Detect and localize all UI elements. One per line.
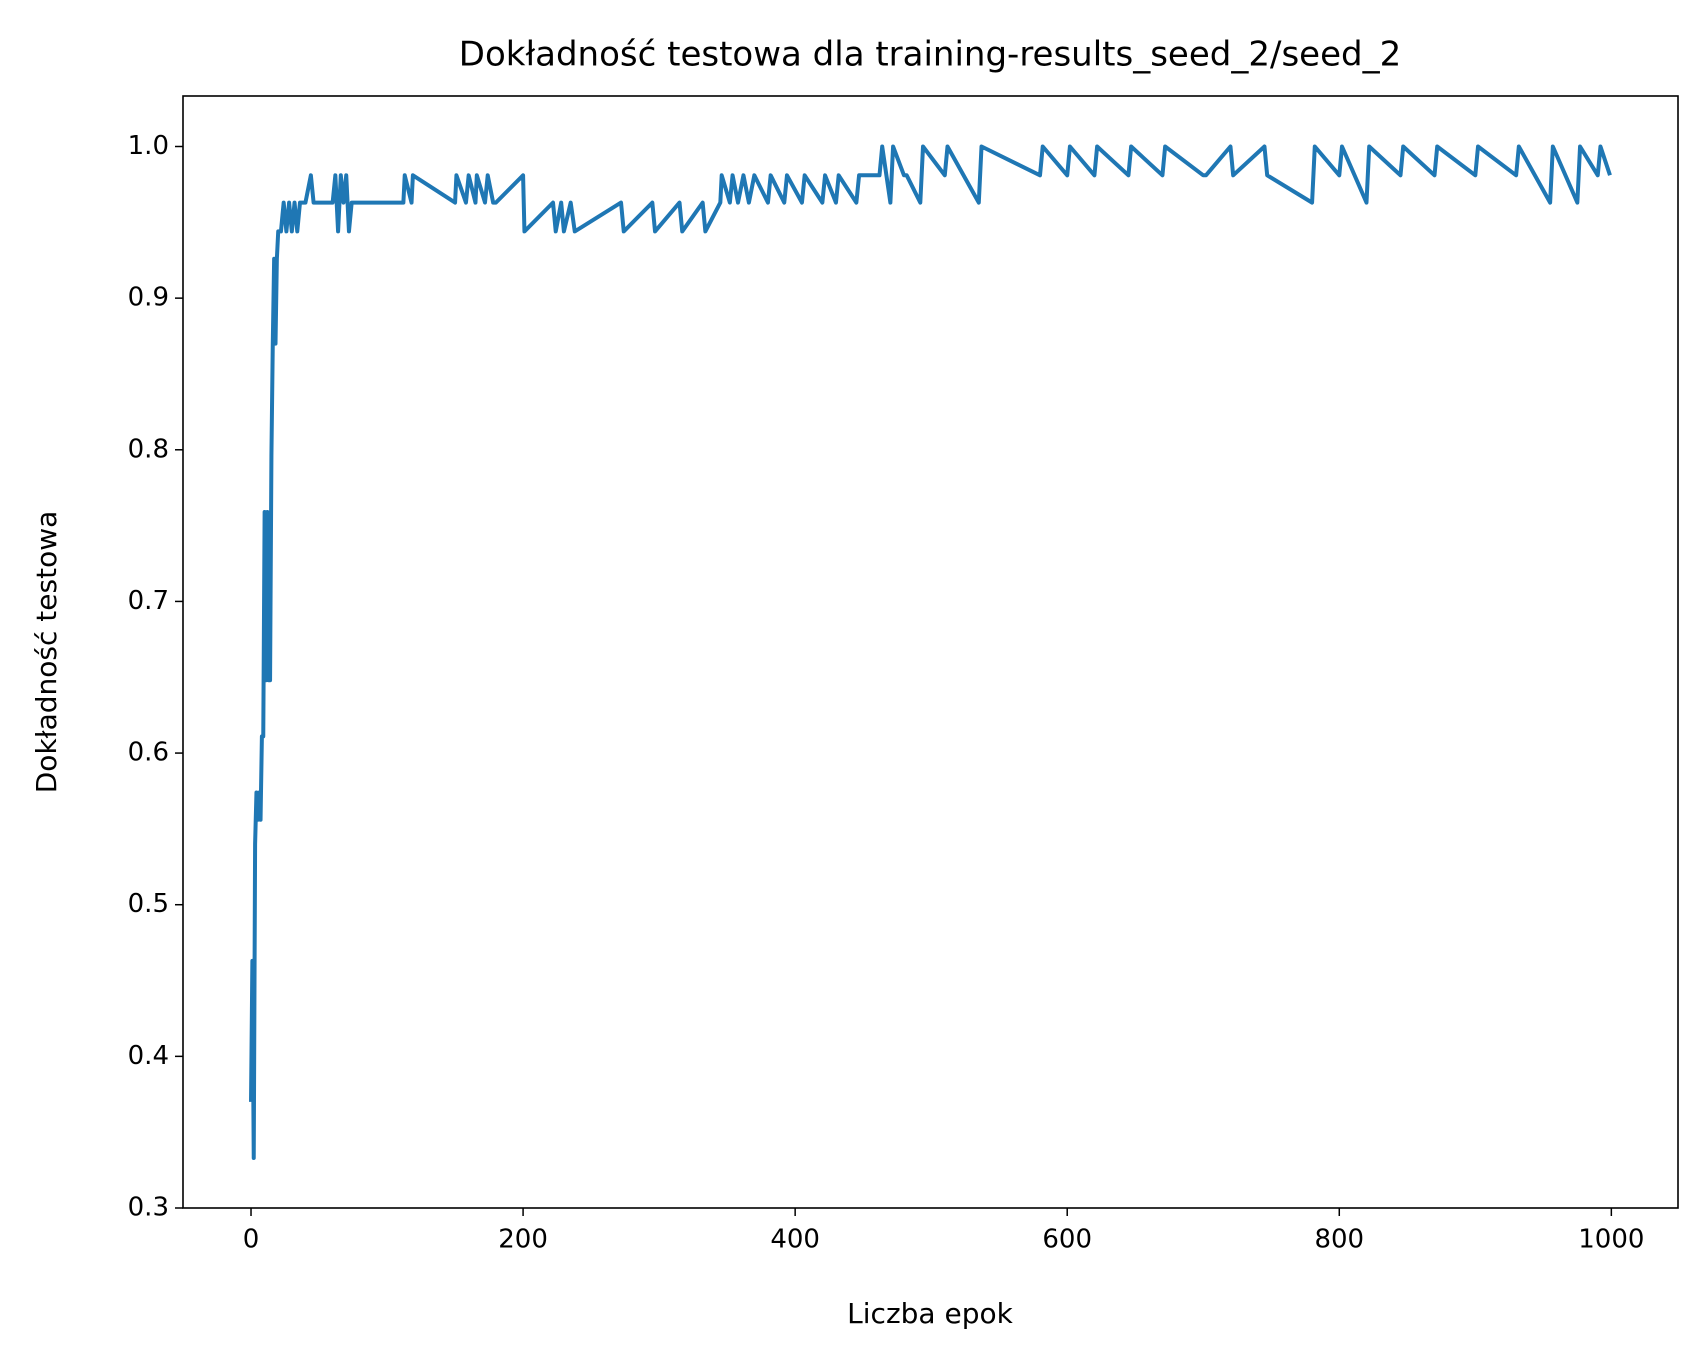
- y-tick-label: 0.9: [128, 283, 169, 313]
- x-tick-label: 600: [1042, 1225, 1092, 1255]
- y-tick-label: 0.8: [128, 434, 169, 464]
- y-tick-label: 1.0: [128, 131, 169, 161]
- x-tick-label: 800: [1314, 1225, 1364, 1255]
- x-tick-label: 200: [498, 1225, 548, 1255]
- plot-frame: [182, 95, 1679, 1209]
- y-tick-label: 0.5: [128, 889, 169, 919]
- x-tick-label: 0: [243, 1225, 260, 1255]
- y-tick-label: 0.4: [128, 1041, 169, 1071]
- x-axis-label: Liczba epok: [847, 1297, 1013, 1330]
- x-tick-label: 400: [770, 1225, 820, 1255]
- y-tick-label: 0.6: [128, 738, 169, 768]
- x-tick-label: 1000: [1578, 1225, 1644, 1255]
- chart-title: Dokładność testowa dla training-results_…: [459, 35, 1401, 75]
- y-tick-label: 0.7: [128, 586, 169, 616]
- y-axis-label: Dokładność testowa: [30, 511, 63, 794]
- y-tick-label: 0.3: [128, 1193, 169, 1223]
- data-line: [249, 144, 1612, 1160]
